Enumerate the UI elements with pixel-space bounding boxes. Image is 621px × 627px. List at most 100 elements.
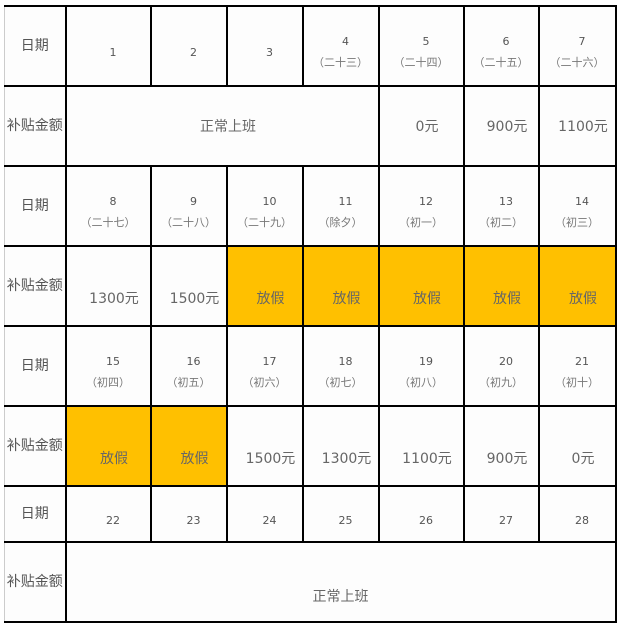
date-row: 日期 22 23 24 25 26 27 28 [4,485,617,543]
date-cell: 14 （初三） [537,165,617,247]
date-cell: 21 （初十） [537,325,617,407]
day-number: 2 [190,45,197,59]
date-cell: 24 [225,485,304,543]
day-number: 5 [422,34,430,48]
date-cell: 9 （二十八） [149,165,228,247]
day-number: 20 [499,354,513,368]
day-number: 22 [106,513,120,527]
subsidy-amount: 1500元 [225,405,304,487]
date-cell: 6 （二十五） [462,5,540,87]
holiday-cell: 放假 [377,245,465,327]
lunar-date: （除夕） [318,215,363,229]
day-number: 11 [338,194,353,208]
subsidy-amount: 0元 [537,405,617,487]
subsidy-label: 补贴金额 [4,245,67,327]
lunar-date: （初四） [86,375,130,389]
subsidy-label: 补贴金额 [4,85,67,167]
day-number: 17 [262,354,277,368]
subsidy-row: 补贴金额 1300元 1500元 放假 放假 放假 放假 放假 [4,245,617,327]
holiday-cell: 放假 [225,245,304,327]
subsidy-amount: 1500元 [149,245,228,327]
date-cell: 20 （初九） [462,325,540,407]
date-cell: 3 [225,5,304,87]
lunar-date: （二十七） [80,215,136,229]
day-number: 24 [262,513,277,527]
date-cell: 15 （初四） [64,325,152,407]
date-cell: 5 （二十四） [377,5,465,87]
date-cell: 8 （二十七） [64,165,152,247]
day-number: 8 [109,194,117,208]
subsidy-amount: 1300元 [301,405,380,487]
day-number: 28 [575,513,589,527]
lunar-date: （二十八） [161,215,216,229]
lunar-date: （初七） [318,375,363,389]
date-cell: 23 [149,485,228,543]
date-cell: 2 [149,5,228,87]
day-number: 9 [190,194,197,208]
date-row: 日期 8 （二十七） 9 （二十八） 10 （二十九） 11 （除夕） 12 （初一） 13 （初二） 1… [4,165,617,247]
date-cell: 19 （初八） [377,325,465,407]
subsidy-amount: 900元 [462,85,540,167]
day-number: 15 [106,354,120,368]
day-number: 7 [578,34,586,48]
day-number: 4 [342,34,349,48]
lunar-date: （二十九） [237,215,292,229]
day-number: 13 [499,194,513,208]
date-row: 日期 15 （初四） 16 （初五） 17 （初六） 18 （初七） 19 （初八） 20 （初九） 21… [4,325,617,407]
subsidy-amount: 1300元 [64,245,152,327]
subsidy-row: 补贴金额 放假 放假 1500元 1300元 1100元 900元 0元 [4,405,617,487]
day-number: 10 [262,194,277,208]
day-number: 26 [419,513,433,527]
date-cell: 11 （除夕） [301,165,380,247]
holiday-cell: 放假 [301,245,380,327]
day-number: 12 [419,194,433,208]
day-number: 25 [338,513,353,527]
date-cell: 22 [64,485,152,543]
day-number: 14 [575,194,589,208]
subsidy-row: 补贴金额 正常上班 0元 900元 1100元 [4,85,617,167]
lunar-date: （二十六） [549,55,605,69]
lunar-date: （二十四） [393,55,449,69]
holiday-cell: 放假 [149,405,228,487]
lunar-date: （初六） [242,375,287,389]
date-cell: 4 （二十三） [301,5,380,87]
subsidy-amount: 0元 [377,85,465,167]
lunar-date: （二十五） [473,55,529,69]
subsidy-label: 补贴金额 [4,541,67,623]
day-number: 21 [575,354,589,368]
subsidy-amount: 1100元 [377,405,465,487]
date-cell: 28 [537,485,617,543]
date-row: 日期 1 2 3 4 （二十三） 5 （二十四） 6 （二十五） 7 （二十六） [4,5,617,87]
date-cell: 13 （初二） [462,165,540,247]
subsidy-row: 补贴金额 正常上班 [4,541,617,623]
lunar-date: （初八） [399,375,443,389]
day-number: 18 [338,354,353,368]
date-label: 日期 [4,325,67,407]
date-cell: 18 （初七） [301,325,380,407]
lunar-date: （初一） [399,215,443,229]
date-cell: 16 （初五） [149,325,228,407]
lunar-date: （初二） [479,215,523,229]
normal-work-cell: 正常上班 [64,85,380,167]
day-number: 19 [419,354,433,368]
date-cell: 26 [377,485,465,543]
date-cell: 27 [462,485,540,543]
day-number: 1 [109,45,117,59]
day-number: 16 [186,354,201,368]
lunar-date: （初九） [479,375,523,389]
holiday-cell: 放假 [64,405,152,487]
day-number: 3 [266,45,273,59]
subsidy-amount: 900元 [462,405,540,487]
day-number: 23 [186,513,201,527]
holiday-cell: 放假 [462,245,540,327]
date-cell: 25 [301,485,380,543]
lunar-date: （二十三） [313,55,368,69]
date-cell: 10 （二十九） [225,165,304,247]
date-cell: 7 （二十六） [537,5,617,87]
date-label: 日期 [4,165,67,247]
lunar-date: （初五） [166,375,211,389]
normal-work-cell: 正常上班 [64,541,617,623]
date-label: 日期 [4,485,67,543]
lunar-date: （初十） [555,375,599,389]
lunar-date: （初三） [555,215,599,229]
